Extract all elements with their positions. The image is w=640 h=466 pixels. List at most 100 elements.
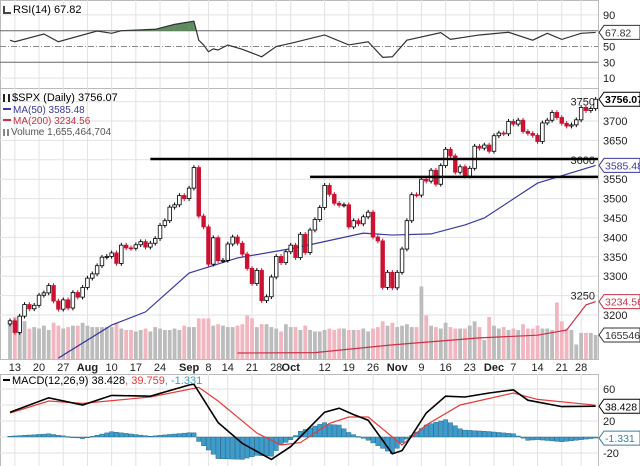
volume-bar	[279, 331, 283, 359]
macd-histogram-bar	[152, 435, 158, 438]
candle-body	[375, 236, 381, 242]
macd-histogram-bar	[544, 436, 550, 441]
volume-bars-icon	[3, 129, 9, 136]
macd-histogram-bar	[448, 422, 453, 438]
volume-bar	[225, 327, 230, 359]
volume-bar	[438, 328, 443, 359]
macd-histogram-bar	[123, 433, 129, 438]
rsi-tick-label: 50	[603, 42, 615, 54]
volume-value-tag: 1655464704	[605, 330, 640, 342]
macd-histogram-bar	[341, 428, 347, 438]
macd-histogram-bar	[588, 436, 594, 439]
macd-line-icon	[3, 379, 10, 381]
candle-body	[404, 220, 410, 250]
candle-body	[123, 244, 129, 249]
volume-bar	[274, 328, 279, 359]
volume-bar	[46, 330, 51, 359]
date-axis-label: 19	[343, 362, 355, 374]
date-axis-label: 9	[418, 362, 424, 374]
volume-bar	[559, 321, 564, 359]
volume-bar	[71, 325, 75, 359]
macd-line	[9, 383, 596, 461]
candle-body	[540, 122, 545, 142]
macd-histogram-bar	[186, 432, 192, 438]
candle-body	[85, 277, 90, 288]
price-tick-label: 3350	[603, 252, 627, 264]
volume-bar	[322, 330, 327, 359]
candle-body	[244, 253, 250, 269]
volume-bar	[525, 328, 530, 359]
candle-body	[588, 108, 593, 111]
macd-histogram-bar	[472, 430, 478, 438]
volume-bar	[158, 328, 162, 359]
candle-body	[486, 144, 492, 152]
macd-histogram-bar	[36, 434, 42, 438]
date-axis-label: 23	[464, 362, 476, 374]
volume-bar	[245, 315, 250, 359]
macd-histogram-bar	[65, 436, 71, 438]
macd-histogram-bar	[477, 430, 482, 438]
macd-histogram-bar	[360, 436, 366, 439]
volume-bar	[593, 335, 598, 359]
date-axis-label: 21	[556, 362, 568, 374]
volume-bar	[308, 330, 312, 359]
candle-body	[438, 165, 443, 185]
volume-bar	[448, 327, 453, 359]
candle-body	[17, 315, 22, 333]
candle-body	[322, 185, 327, 208]
volume-bar	[235, 325, 240, 359]
macd-histogram-bar	[268, 436, 274, 457]
macd-histogram-bar	[288, 436, 294, 440]
macd-histogram-bar	[370, 436, 376, 444]
volume-bar	[206, 318, 211, 359]
volume-bar	[201, 318, 206, 359]
volume-bar	[496, 328, 501, 359]
candle-body	[61, 299, 66, 310]
macd-histogram-bar	[336, 424, 342, 438]
macd-histogram-bar	[530, 436, 536, 441]
volume-bar	[109, 327, 114, 359]
macd-histogram-bar	[143, 435, 148, 438]
ma200-value-tag-box	[598, 294, 640, 310]
volume-bar	[167, 330, 172, 359]
macd-histogram-bar	[26, 434, 32, 438]
candle-body	[312, 219, 318, 231]
histogram-value-tag-box	[598, 430, 640, 446]
volume-bar	[100, 327, 104, 359]
candle-body	[99, 256, 105, 267]
signal-label: , 39.759	[125, 375, 165, 387]
date-axis-label: Aug	[77, 362, 98, 374]
macd-histogram-bar	[540, 436, 545, 441]
histogram-label: , -1.331	[164, 375, 203, 387]
candle-body	[114, 252, 119, 264]
volume-bar	[90, 327, 95, 359]
volume-bar	[114, 322, 119, 359]
macd-histogram-bar	[230, 436, 236, 460]
candle-body	[380, 240, 385, 288]
volume-bar	[434, 327, 438, 359]
macd-tick-label: -20	[603, 448, 619, 460]
candle-body	[186, 187, 192, 199]
volume-bar	[540, 328, 545, 359]
macd-histogram-bar	[31, 434, 37, 438]
candle-body	[520, 119, 526, 132]
macd-histogram-bar	[206, 436, 211, 451]
candle-body	[27, 304, 32, 310]
candle-body	[133, 244, 139, 249]
symbol-label: $SPX (Daily) 3756.07	[12, 92, 118, 104]
macd-histogram-bar	[501, 432, 507, 438]
candle-body	[182, 195, 187, 200]
candle-body	[138, 241, 143, 246]
volume-bar	[259, 324, 264, 359]
macd-histogram-bar	[239, 436, 245, 460]
macd-histogram-bar	[293, 435, 298, 438]
volume-bar	[187, 327, 191, 359]
candle-body	[535, 134, 540, 142]
macd-tick-label: 20	[603, 416, 615, 428]
candle-body	[51, 285, 56, 302]
price-tick-label: 3750	[571, 97, 595, 109]
candle-body	[109, 252, 114, 257]
macd-histogram-bar	[220, 436, 226, 459]
volume-bar	[356, 330, 361, 359]
